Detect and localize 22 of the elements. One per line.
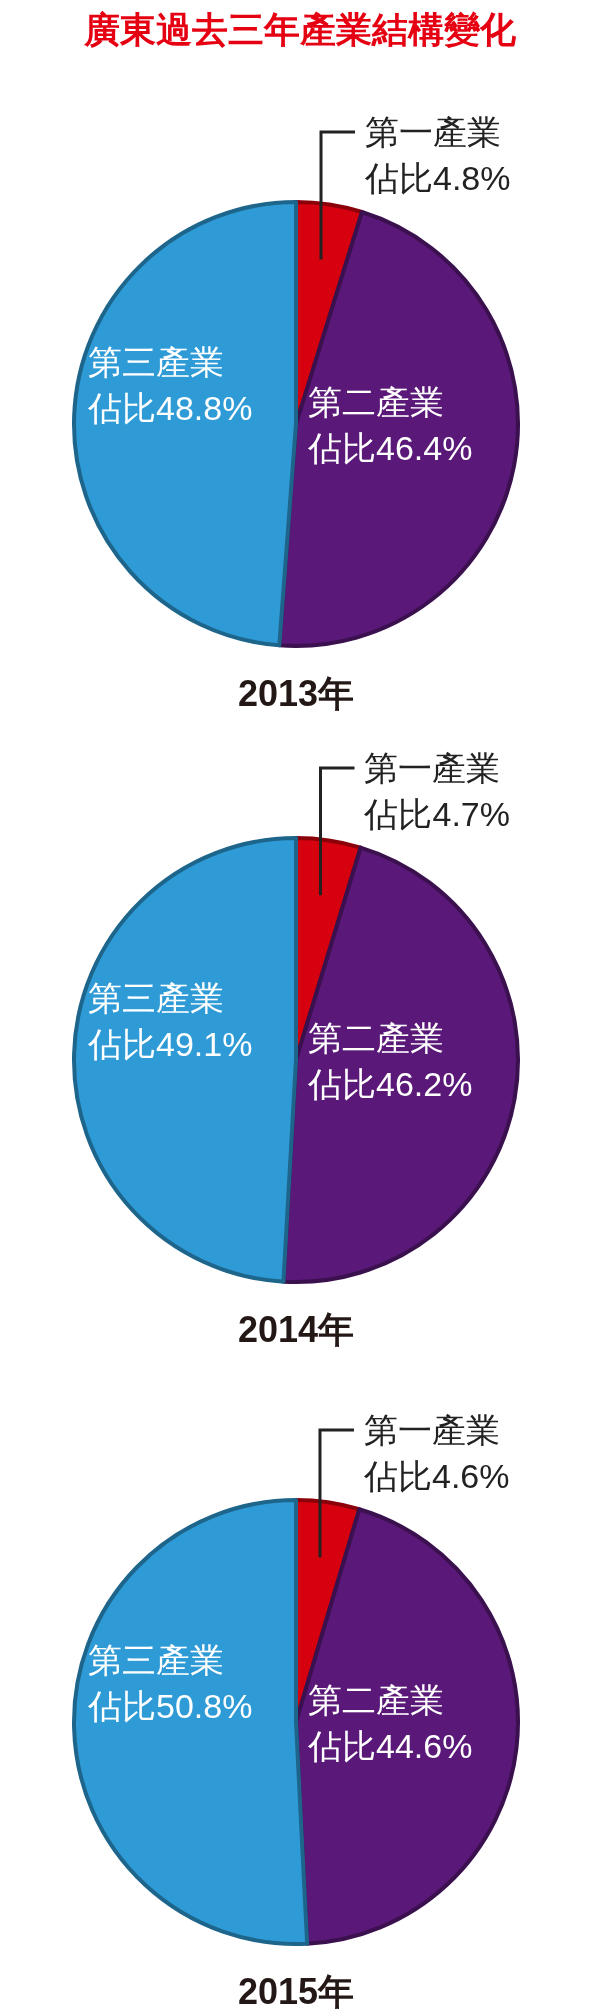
slice-label: 第一產業	[365, 113, 502, 151]
slice-label: 第三產業	[88, 979, 224, 1017]
data-label: 佔比50.8%	[87, 1687, 253, 1725]
data-label: 佔比4.7%	[363, 795, 510, 833]
data-label: 佔比48.8%	[87, 389, 253, 427]
slice-label: 第二產業	[308, 383, 444, 421]
slice-label: 第二產業	[308, 1019, 444, 1057]
slice-label: 第三產業	[88, 343, 224, 381]
slice-label: 第一產業	[363, 1411, 500, 1449]
text: 2015年	[237, 1971, 355, 2012]
data-label: 佔比46.4%	[307, 429, 473, 467]
text: 2013年	[237, 673, 355, 714]
slice-label: 第一產業	[364, 749, 501, 787]
data-label: 佔比46.2%	[307, 1065, 473, 1103]
data-label: 佔比4.8%	[364, 159, 511, 197]
slice-label: 第二產業	[308, 1681, 444, 1719]
data-label: 佔比4.6%	[362, 1457, 510, 1495]
data-label: 佔比44.6%	[307, 1727, 473, 1765]
slice-label: 第三產業	[88, 1641, 224, 1679]
text: 2014年	[237, 1309, 355, 1350]
data-label: 佔比49.1%	[87, 1025, 253, 1063]
chart-title: 廣東過去三年產業結構變化	[83, 9, 517, 50]
